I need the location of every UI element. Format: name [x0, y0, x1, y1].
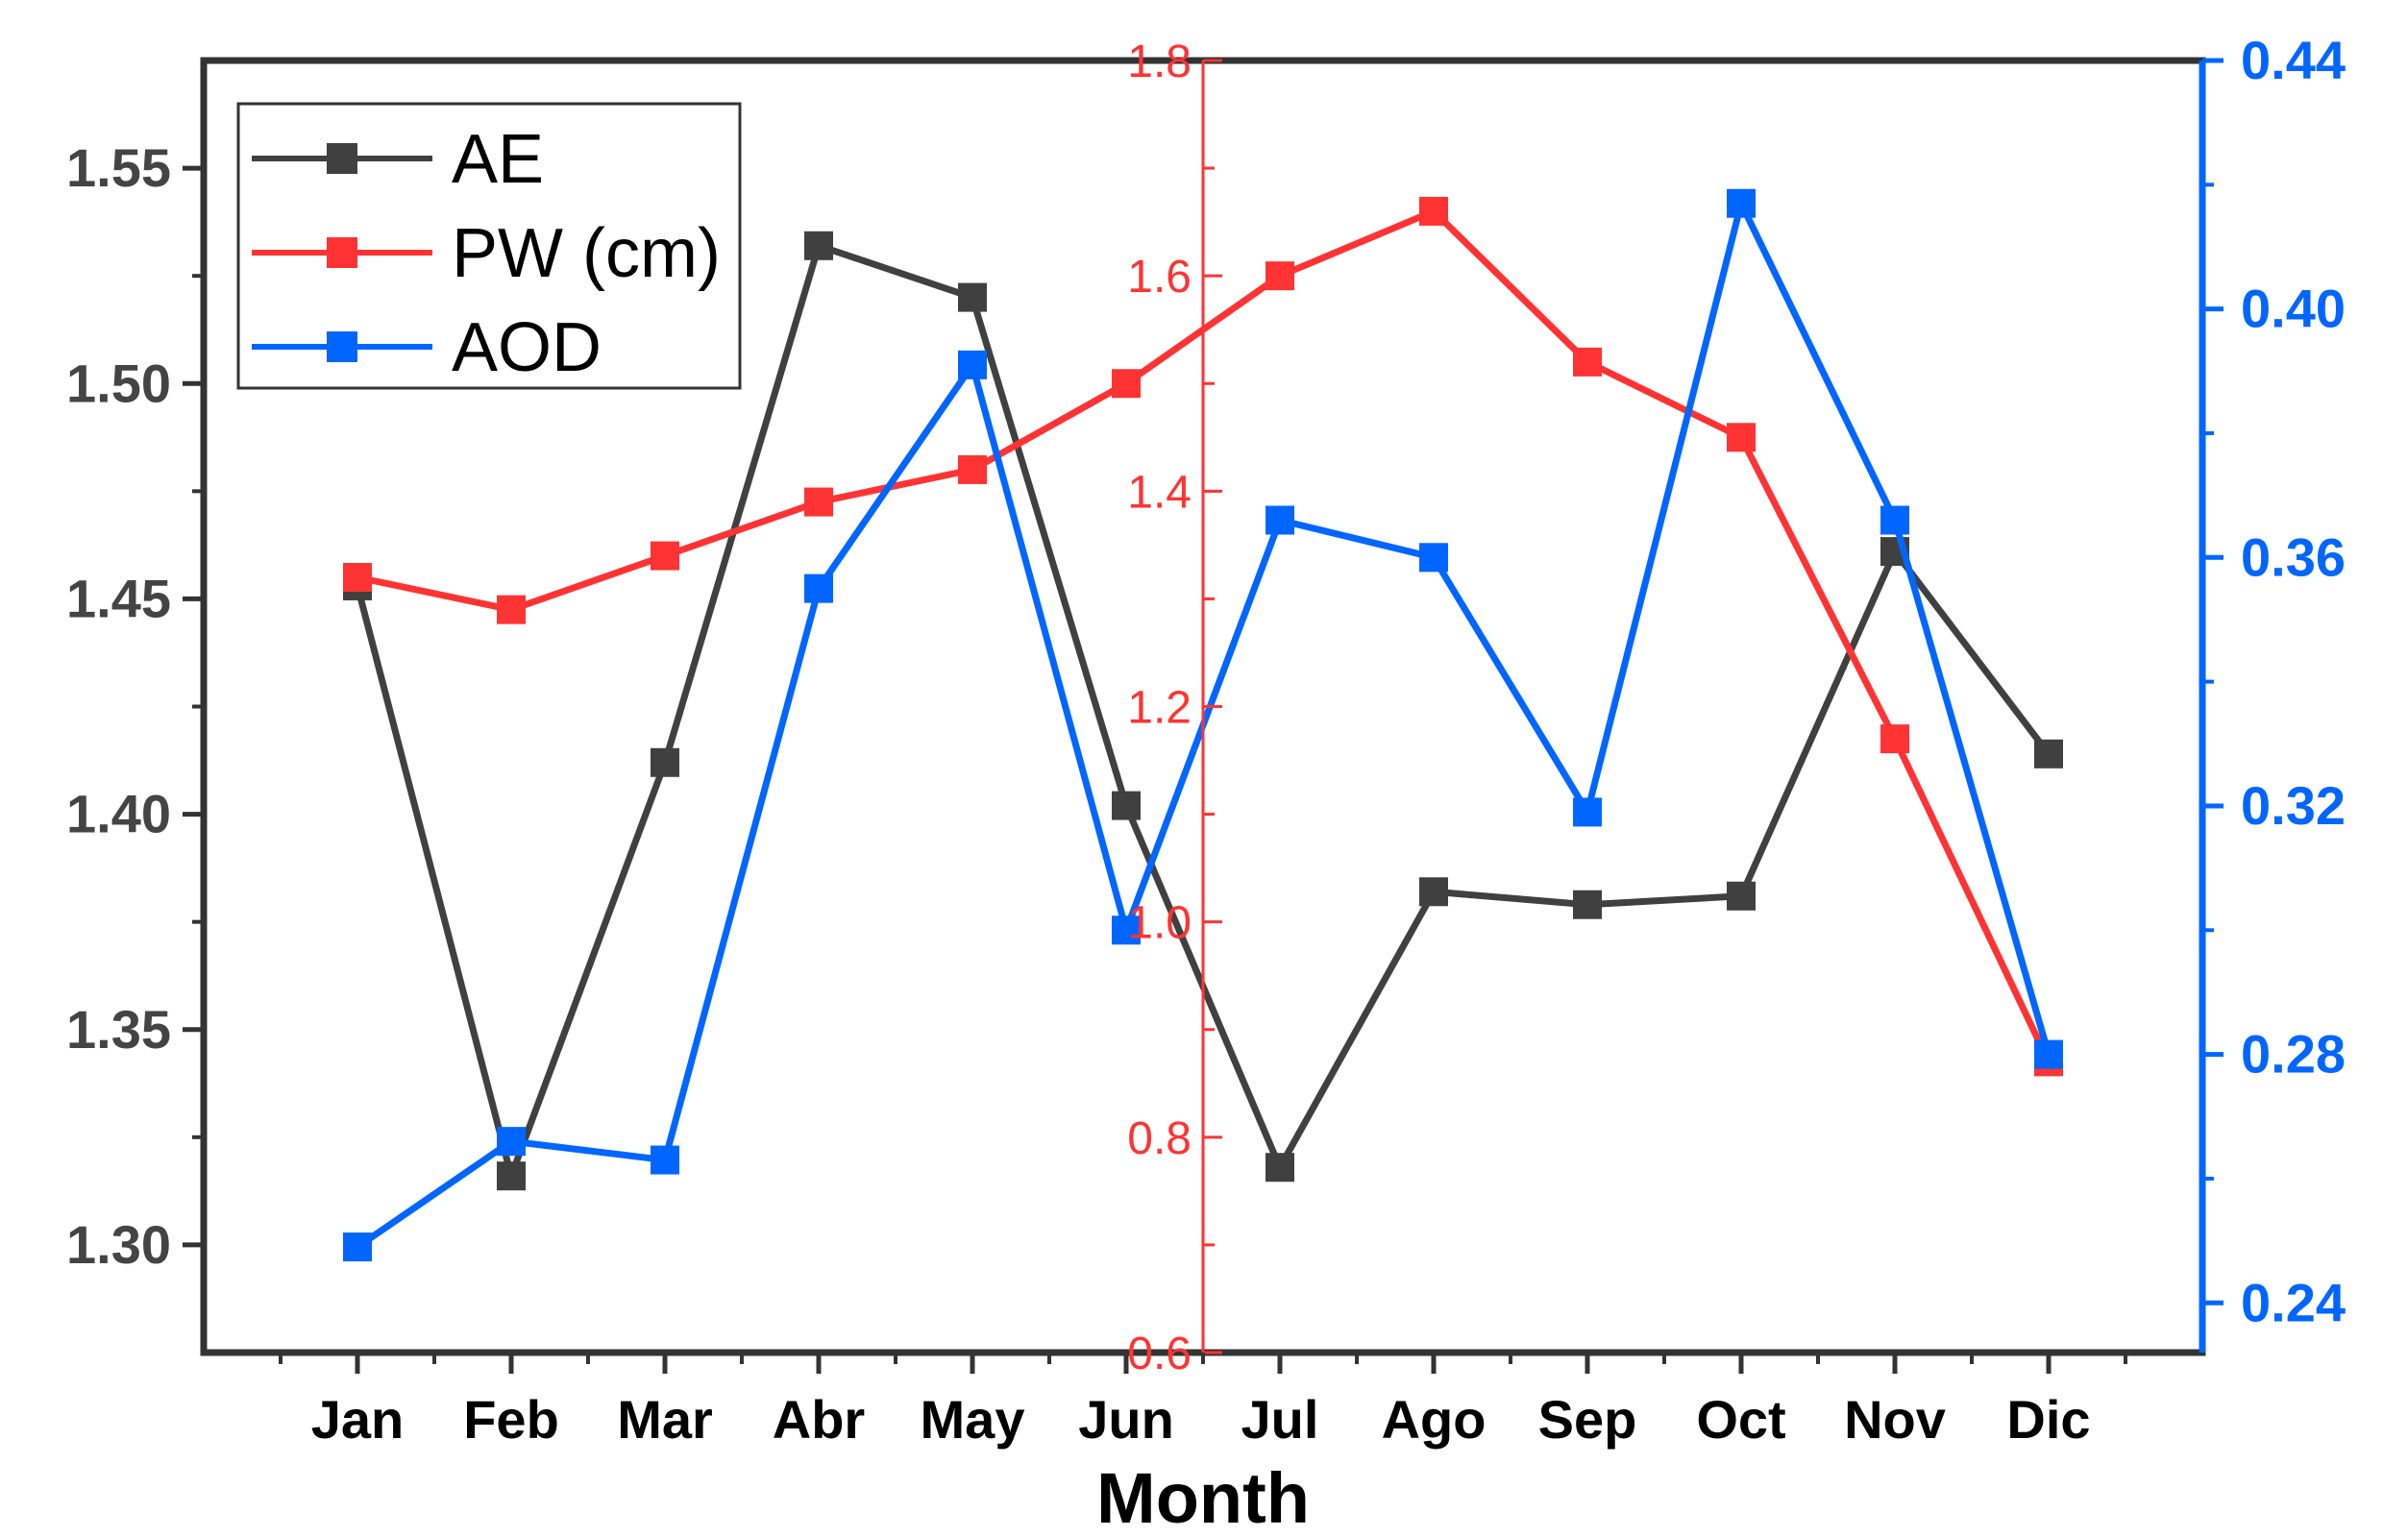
data-point-aod: [804, 573, 833, 603]
data-point-ae: [1265, 1153, 1294, 1183]
middle-axis-tick-label: 1.2: [1127, 683, 1192, 734]
x-axis-tick-label: Nov: [1844, 1389, 1946, 1450]
data-point-ae: [2034, 739, 2063, 768]
x-axis-tick-label: Ago: [1382, 1389, 1487, 1450]
x-axis-tick-label: Jun: [1078, 1389, 1174, 1450]
x-axis-tick-label: Jul: [1241, 1389, 1319, 1450]
left-axis-tick-label: 1.50: [66, 353, 171, 413]
right-axis-tick-label: 0.36: [2241, 526, 2346, 587]
data-point-ae: [804, 231, 833, 260]
data-point-pw-cm: [343, 563, 372, 592]
data-point-aod: [1419, 543, 1448, 573]
left-axis-tick-label: 1.55: [66, 137, 171, 198]
legend-label-ae: AE: [452, 121, 544, 198]
data-point-aod: [1112, 915, 1141, 945]
right-axis-tick-label: 0.44: [2241, 30, 2346, 90]
middle-axis-tick-label: 1.0: [1127, 898, 1192, 949]
legend-label-aod: AOD: [452, 309, 602, 386]
data-point-pw-cm: [1727, 423, 1756, 452]
legend-label-pw: PW (cm): [452, 215, 721, 292]
middle-axis-tick-label: 0.6: [1127, 1329, 1192, 1379]
data-point-pw-cm: [1265, 261, 1294, 291]
data-point-pw-cm: [804, 487, 833, 517]
data-point-ae: [1573, 890, 1602, 919]
middle-axis-tick-label: 1.6: [1127, 252, 1192, 303]
data-point-pw-cm: [1419, 196, 1448, 226]
middle-axis-tick-label: 1.8: [1127, 37, 1192, 87]
data-point-aod: [1880, 505, 1909, 535]
data-point-pw-cm: [1880, 724, 1909, 754]
data-point-aod: [497, 1127, 526, 1157]
data-point-ae: [1727, 881, 1756, 911]
x-axis-title: Month: [1096, 1458, 1310, 1537]
data-point-pw-cm: [497, 595, 526, 624]
data-point-pw-cm: [1573, 347, 1602, 377]
data-point-aod: [958, 350, 987, 379]
x-axis-tick-label: Sep: [1538, 1389, 1637, 1450]
middle-axis-tick-label: 0.8: [1127, 1113, 1192, 1164]
legend: AE PW (cm) AOD: [236, 102, 742, 390]
legend-marker-ae: [327, 143, 357, 174]
left-axis-tick-label: 1.45: [66, 568, 171, 628]
x-axis-tick-label: Abr: [773, 1389, 865, 1450]
x-axis-tick-label: Dic: [2006, 1389, 2090, 1450]
data-point-ae: [497, 1161, 526, 1191]
data-point-ae: [1112, 791, 1141, 820]
data-point-pw-cm: [958, 454, 987, 484]
left-axis-tick-label: 1.30: [66, 1214, 171, 1275]
data-point-ae: [958, 282, 987, 312]
data-point-aod: [343, 1232, 372, 1262]
data-point-pw-cm: [1112, 369, 1141, 399]
left-axis-tick-label: 1.35: [66, 999, 171, 1060]
left-axis-tick-label: 1.40: [66, 784, 171, 844]
data-point-ae: [1419, 877, 1448, 907]
data-point-pw-cm: [651, 541, 679, 571]
axes-layer: 1.30 1.35 1.40 1.45 1.50 1.55 0.6 0.8 1.0 1.2 1.4 1…: [66, 30, 2346, 1450]
x-axis-tick-label: Mar: [617, 1389, 713, 1450]
x-axis-tick-label: Jan: [311, 1389, 405, 1450]
right-axis-tick-label: 0.40: [2241, 279, 2346, 339]
data-point-aod: [651, 1145, 679, 1175]
right-axis-tick-label: 0.32: [2241, 775, 2346, 836]
legend-marker-pw: [327, 237, 357, 268]
right-axis-tick-label: 0.24: [2241, 1272, 2346, 1332]
x-axis-tick-label: May: [921, 1389, 1025, 1450]
legend-box: [236, 102, 742, 390]
right-axis-tick-label: 0.28: [2241, 1024, 2346, 1085]
middle-axis-tick-label: 1.4: [1127, 467, 1192, 518]
data-point-aod: [1573, 797, 1602, 827]
data-point-aod: [1727, 188, 1756, 218]
x-axis-tick-label: Feb: [463, 1389, 559, 1450]
data-point-ae: [651, 747, 679, 777]
x-axis-tick-label: Oct: [1696, 1389, 1785, 1450]
data-point-aod: [1265, 505, 1294, 535]
legend-marker-aod: [327, 331, 357, 362]
data-point-aod: [2034, 1039, 2063, 1069]
